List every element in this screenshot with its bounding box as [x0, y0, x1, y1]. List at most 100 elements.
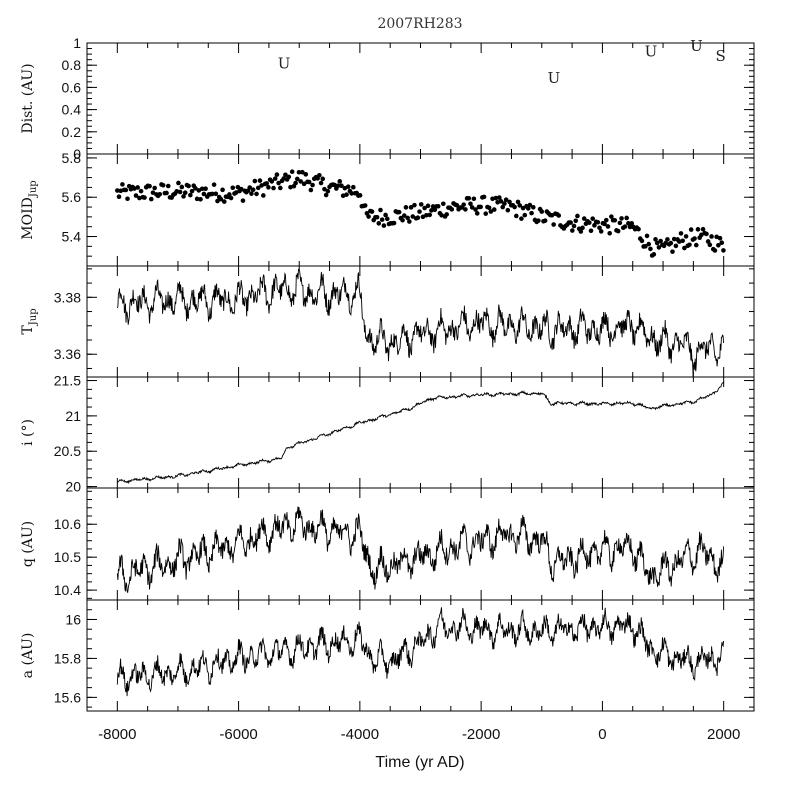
data-point	[609, 214, 614, 219]
data-point	[424, 212, 429, 218]
data-point	[473, 207, 478, 212]
data-point	[615, 228, 621, 234]
data-point	[142, 195, 147, 200]
data-point	[193, 186, 198, 191]
encounter-label: U	[548, 69, 561, 87]
data-point	[717, 235, 723, 241]
data-point	[626, 221, 631, 226]
ytick-label-moid: 5.4	[62, 229, 82, 245]
data-point	[293, 180, 298, 186]
data-point	[587, 220, 592, 225]
data-point	[415, 215, 421, 221]
data-point	[603, 217, 609, 223]
xtick-label: -6000	[219, 726, 257, 743]
data-point	[502, 201, 507, 206]
data-point	[488, 209, 494, 214]
data-point	[252, 178, 258, 184]
data-point	[235, 184, 241, 190]
data-point	[530, 204, 536, 210]
ytick-label-dist: 1	[73, 35, 81, 51]
data-point	[597, 225, 602, 231]
data-point	[351, 184, 356, 190]
data-point	[665, 237, 670, 242]
ytick-label-q: 10.5	[54, 549, 81, 565]
data-point	[503, 197, 509, 203]
ytick-label-incl: 20.5	[54, 443, 81, 459]
panel-incl-frame	[86, 376, 755, 489]
data-point	[203, 186, 208, 191]
data-point	[177, 189, 183, 195]
data-point	[374, 214, 380, 220]
data-point	[678, 231, 684, 236]
data-point	[362, 203, 368, 208]
data-point	[376, 221, 382, 226]
data-point	[179, 184, 185, 190]
data-point	[670, 249, 675, 254]
data-point	[468, 201, 473, 207]
ytick-label-tjup: 3.36	[54, 346, 81, 362]
data-point	[318, 180, 324, 186]
data-point	[575, 213, 580, 219]
data-point	[486, 205, 492, 211]
data-point	[186, 183, 191, 189]
data-point	[709, 234, 714, 239]
data-point	[656, 245, 662, 250]
ylabel-q: q (AU)	[20, 521, 36, 567]
ytick-label-incl: 21.5	[54, 373, 81, 389]
data-point	[298, 179, 303, 184]
encounter-label: U	[278, 55, 291, 73]
data-point	[133, 193, 139, 198]
data-point	[182, 190, 188, 196]
data-point	[668, 240, 674, 246]
data-point	[379, 217, 385, 222]
data-point	[700, 226, 706, 232]
data-point	[400, 217, 405, 223]
data-point	[211, 182, 217, 187]
series-tjup-line	[116, 268, 725, 377]
data-point	[542, 218, 548, 223]
data-point	[568, 220, 573, 225]
ylabel-a: a (AU)	[20, 633, 36, 679]
data-point	[612, 217, 618, 223]
data-point	[410, 214, 416, 219]
data-point	[639, 238, 645, 244]
data-point	[570, 228, 575, 233]
data-point	[274, 172, 280, 177]
data-point	[522, 212, 528, 218]
data-point	[189, 188, 195, 194]
ytick-label-moid: 5.8	[62, 150, 82, 166]
data-point	[671, 236, 677, 242]
data-point	[454, 202, 460, 208]
data-point	[629, 221, 635, 226]
data-point	[514, 213, 519, 219]
data-point	[194, 196, 200, 202]
data-point	[721, 248, 726, 253]
data-point	[116, 194, 122, 199]
data-point	[238, 186, 244, 192]
data-point	[276, 180, 281, 186]
data-point	[643, 244, 648, 249]
data-point	[588, 228, 594, 234]
data-point	[471, 196, 477, 202]
data-point	[658, 238, 663, 244]
data-point	[573, 218, 579, 224]
data-point	[213, 191, 219, 197]
data-point	[255, 185, 261, 191]
data-point	[165, 183, 171, 189]
data-point	[704, 231, 709, 237]
ylabel-tjup: TJup	[20, 308, 39, 334]
panel-moid: 5.4 5.6 5.8 MOIDJup	[20, 150, 755, 267]
data-point	[401, 213, 407, 218]
data-point	[303, 172, 309, 177]
data-point	[648, 246, 653, 252]
data-point	[520, 205, 526, 211]
panel-a: 15.6 15.8 16 a (AU)	[20, 599, 755, 712]
data-point	[644, 233, 650, 239]
data-point	[539, 209, 545, 214]
data-point	[619, 216, 624, 221]
data-point	[286, 174, 292, 180]
data-point	[323, 192, 329, 198]
data-point	[692, 236, 697, 241]
data-point	[461, 202, 466, 207]
